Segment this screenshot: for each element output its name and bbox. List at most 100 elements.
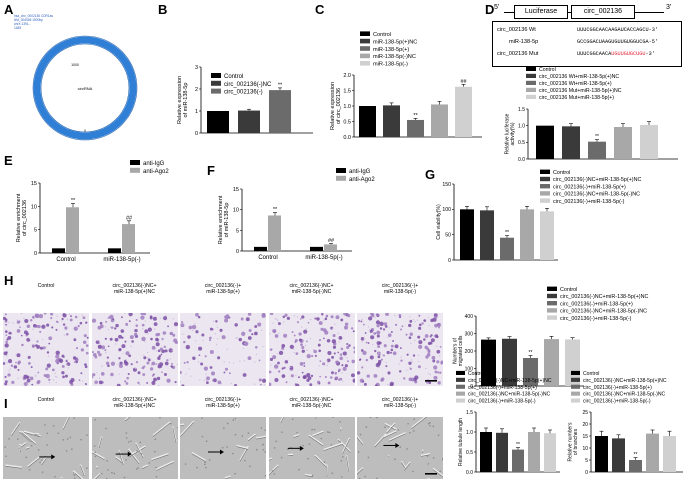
cell — [62, 323, 66, 326]
cell — [434, 370, 438, 374]
cell — [289, 344, 294, 350]
pore — [322, 319, 324, 321]
cell — [150, 361, 155, 366]
cell — [65, 332, 69, 336]
cell — [305, 340, 308, 343]
texture — [158, 417, 161, 419]
texture — [365, 426, 368, 428]
ring-meta: hsa_circ_0002136 CDR1as NM_004065 1500bp c… — [14, 14, 53, 30]
texture — [330, 444, 332, 446]
y-tick-label: 0.0 — [518, 157, 525, 163]
cell — [51, 326, 54, 329]
pore — [194, 322, 196, 325]
bar — [254, 246, 267, 251]
panel-label-a: A — [4, 2, 14, 17]
texture — [135, 449, 138, 452]
legend-label: circ_002136 Wt+miR-138-5p(+) — [539, 81, 612, 87]
cell — [330, 355, 334, 359]
tubule-shadow — [41, 458, 47, 465]
legend-label: miR-138-5p(+) — [373, 47, 409, 53]
cell — [118, 348, 122, 351]
tubule — [73, 470, 84, 479]
legend-swatch — [540, 169, 550, 174]
cell — [390, 348, 394, 352]
pore — [180, 381, 181, 383]
y-tick-label: 15 — [31, 181, 37, 187]
cell — [439, 371, 442, 374]
cell — [61, 365, 65, 368]
tubule — [236, 444, 249, 450]
bar — [629, 460, 642, 472]
texture — [201, 417, 203, 419]
cell — [154, 363, 157, 365]
cell — [86, 336, 89, 339]
pore — [107, 328, 109, 331]
texture — [123, 476, 125, 479]
tubule-shadow — [11, 423, 21, 436]
tube-formation-micrograph — [357, 417, 443, 479]
cell — [198, 354, 201, 357]
legend-label: circ_002136(-)NC+miR-138-5p(-)NC — [560, 309, 647, 315]
bar — [238, 110, 260, 133]
y-tick-label: 1.0 — [343, 104, 351, 110]
cell — [75, 347, 79, 350]
texture — [340, 476, 342, 478]
tubule-shadow — [180, 424, 184, 427]
tubule-shadow — [98, 437, 102, 448]
tubule-shadow — [337, 439, 351, 453]
cell — [424, 345, 428, 350]
cell — [147, 327, 152, 332]
cell — [361, 366, 364, 369]
bar — [460, 209, 474, 260]
cell — [334, 376, 338, 380]
cell — [209, 327, 213, 331]
tubule-shadow — [342, 438, 350, 454]
cell — [6, 338, 9, 341]
cell — [120, 316, 123, 319]
legend-label: Control — [539, 67, 556, 73]
pore — [6, 355, 8, 357]
cell — [78, 379, 81, 382]
y-tick-label: 20 — [582, 422, 588, 428]
cell — [36, 381, 40, 385]
pore — [121, 352, 124, 355]
y-axis-label: activity(%) — [510, 122, 516, 145]
texture — [262, 443, 264, 446]
cell — [152, 316, 157, 321]
cell — [408, 323, 412, 328]
migration-image-row: Control circ_002136(-)NC+ miR-138-5p(+)NC… — [3, 283, 443, 388]
y-axis-label: Relative tubule length — [458, 418, 464, 466]
pore — [149, 359, 151, 361]
bar — [536, 125, 554, 159]
cell — [352, 350, 355, 354]
tubule — [307, 434, 323, 446]
cell — [322, 337, 325, 340]
cell — [157, 364, 161, 369]
pore — [164, 314, 166, 316]
cell — [277, 322, 281, 326]
cell — [423, 338, 426, 341]
cell — [282, 366, 286, 369]
y-tick-label: 5 — [236, 228, 239, 234]
cell — [398, 370, 402, 373]
cell — [155, 342, 160, 347]
texture — [313, 428, 315, 431]
cell — [164, 349, 168, 353]
cell — [418, 326, 422, 330]
cell — [157, 363, 160, 365]
pore — [185, 373, 187, 375]
arrow-head — [395, 442, 400, 448]
micrograph-caption: circ_002136(-)NC+ miR-138-5p(+)NC — [112, 283, 157, 295]
significance-mark: ** — [529, 350, 533, 356]
cell — [398, 314, 402, 317]
cell — [38, 314, 44, 319]
cell — [340, 364, 343, 367]
texture — [264, 429, 266, 432]
pore — [242, 319, 244, 321]
legend-label: circ_002136(-)+miR-138-5p(-) — [583, 399, 651, 405]
cell — [100, 345, 105, 350]
pore — [38, 347, 40, 350]
cell — [274, 334, 278, 338]
pore — [411, 360, 413, 363]
bar — [269, 90, 291, 133]
